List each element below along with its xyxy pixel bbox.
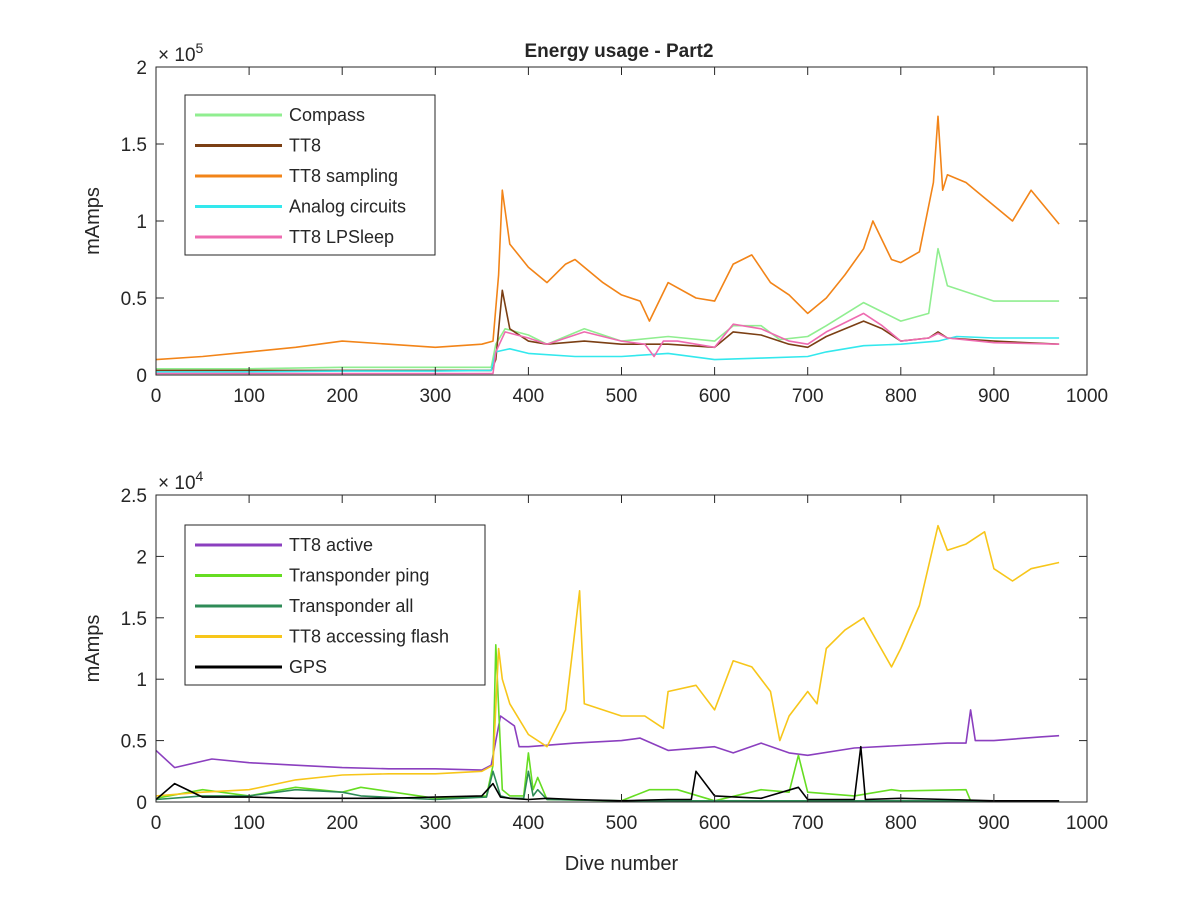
series-line-compass: [156, 247, 1060, 370]
x-tick-label: 600: [699, 813, 731, 834]
x-tick-label: 300: [419, 386, 451, 407]
series-line-gps: [156, 745, 1060, 802]
y-axis-label: mAmps: [82, 615, 104, 683]
top-plot-energy: 0 100 200 300 400 500 600 700 800 900 1000 0 0.5 1 1.5…: [82, 40, 1108, 407]
figure-title: Energy usage - Part2: [524, 41, 713, 62]
series-line-tt8-accessing-flash: [156, 524, 1060, 797]
y-tick-label: 1.5: [121, 135, 147, 156]
legend-label: TT8 active: [289, 535, 373, 555]
series-line-tt8-lpsleep: [156, 312, 1060, 375]
x-tick-label: 900: [978, 813, 1010, 834]
x-tick-label: 0: [151, 813, 162, 834]
x-tick-label: 400: [513, 813, 545, 834]
y-tick-label: 0.5: [121, 289, 147, 310]
y-exponent-power: 4: [196, 468, 204, 484]
legend: TT8 active Transponder ping Transponder al…: [184, 524, 486, 686]
legend-label: TT8 accessing flash: [289, 627, 449, 647]
legend-label: Transponder all: [289, 596, 413, 616]
bottom-plot-energy: 0 100 200 300 400 500 600 700 800 900 1000 0 0.5 1 1.5…: [82, 468, 1108, 875]
y-tick-label: 1: [136, 212, 147, 233]
x-tick-label: 800: [885, 386, 917, 407]
x-tick-label: 500: [606, 386, 638, 407]
legend-label: TT8 LPSleep: [289, 227, 394, 247]
series-line-tt8-active: [156, 709, 1060, 771]
x-tick-label: 500: [606, 813, 638, 834]
y-tick-label: 1.5: [121, 609, 147, 630]
y-tick-label: 2: [136, 58, 147, 79]
x-tick-label: 400: [513, 386, 545, 407]
x-tick-label: 100: [233, 386, 265, 407]
x-tick-label: 800: [885, 813, 917, 834]
y-exponent-power: 5: [196, 40, 204, 56]
series-line-tt8: [156, 289, 1060, 372]
legend-label: Transponder ping: [289, 566, 429, 586]
x-tick-label: 100: [233, 813, 265, 834]
series-group: [156, 115, 1060, 375]
y-tick-label: 2.5: [121, 486, 147, 507]
x-tick-label: 1000: [1066, 386, 1108, 407]
x-tick-label: 0: [151, 386, 162, 407]
y-tick-label: 0.5: [121, 732, 147, 753]
series-line-analog-circuits: [156, 335, 1060, 373]
x-tick-label: 1000: [1066, 813, 1108, 834]
y-exponent-label: × 105: [158, 40, 204, 66]
y-exponent-label: × 104: [158, 468, 204, 494]
x-tick-label: 600: [699, 386, 731, 407]
y-axis-label: mAmps: [82, 187, 104, 255]
y-tick-label: 0: [136, 793, 147, 814]
legend: Compass TT8 TT8 sampling Analog circuits TT8…: [184, 94, 436, 256]
x-tick-label: 300: [419, 813, 451, 834]
series-line-tt8-sampling: [156, 115, 1060, 361]
x-tick-label: 700: [792, 386, 824, 407]
y-tick-label: 1: [136, 670, 147, 691]
legend-label: TT8 sampling: [289, 166, 398, 186]
x-tick-label: 700: [792, 813, 824, 834]
series-line-transponder-all: [156, 770, 1060, 802]
y-tick-label: 0: [136, 366, 147, 387]
legend-label: Analog circuits: [289, 197, 406, 217]
y-tick-label: 2: [136, 547, 147, 568]
legend-label: TT8: [289, 136, 321, 156]
series-group: [156, 524, 1060, 802]
x-tick-label: 900: [978, 386, 1010, 407]
x-axis-label: Dive number: [565, 853, 679, 875]
x-tick-label: 200: [326, 386, 358, 407]
legend-label: GPS: [289, 657, 327, 677]
legend-label: Compass: [289, 105, 365, 125]
x-tick-label: 200: [326, 813, 358, 834]
